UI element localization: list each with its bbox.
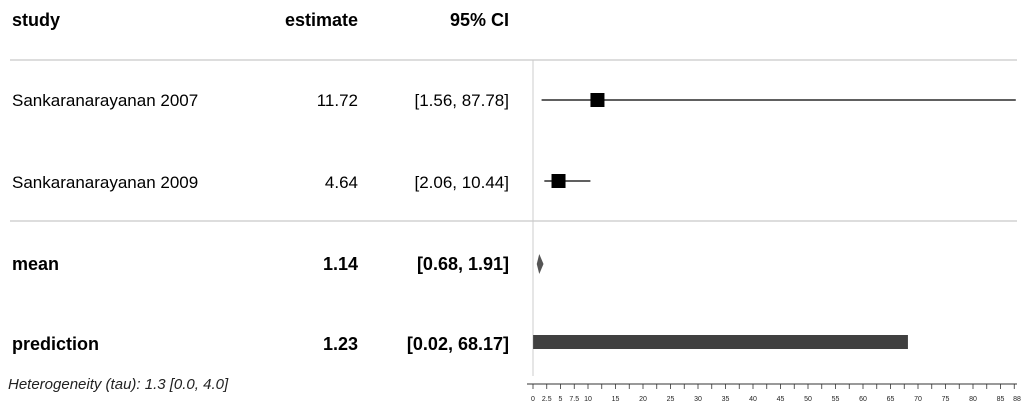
chart-marks [533, 93, 1016, 349]
x-tick-label: 85 [997, 396, 1005, 403]
prediction-label: prediction [12, 334, 99, 354]
study-estimate: 11.72 [317, 91, 358, 110]
header-study: study [12, 10, 60, 30]
study-estimate: 4.64 [325, 173, 358, 192]
mean-diamond [536, 254, 544, 274]
heterogeneity-note: Heterogeneity (tau): 1.3 [0.0, 4.0] [8, 376, 229, 393]
x-tick-label: 5 [559, 396, 563, 403]
x-tick-label: 20 [639, 396, 647, 403]
header-ci: 95% CI [450, 10, 509, 30]
study-label: Sankaranarayanan 2009 [12, 173, 198, 192]
x-tick-label: 2.5 [542, 396, 552, 403]
x-tick-label: 10 [584, 396, 592, 403]
study-ci: [2.06, 10.44] [414, 173, 509, 192]
prediction-estimate: 1.23 [323, 334, 358, 354]
x-tick-label: 15 [612, 396, 620, 403]
mean-estimate: 1.14 [323, 254, 358, 274]
study-ci: [1.56, 87.78] [414, 91, 509, 110]
x-tick-label: 80 [969, 396, 977, 403]
prediction-ci: [0.02, 68.17] [407, 334, 509, 354]
prediction-interval-bar [533, 335, 908, 349]
study-label: Sankaranarayanan 2007 [12, 91, 198, 110]
x-tick-label: 25 [667, 396, 675, 403]
x-tick-label: 7.5 [569, 396, 579, 403]
mean-label: mean [12, 254, 59, 274]
x-tick-label: 30 [694, 396, 702, 403]
x-tick-label: 45 [777, 396, 785, 403]
x-tick-label: 55 [832, 396, 840, 403]
x-tick-label: 60 [859, 396, 867, 403]
x-tick-label: 65 [887, 396, 895, 403]
x-tick-label: 75 [942, 396, 950, 403]
header-estimate: estimate [285, 10, 358, 30]
study-point-estimate [551, 174, 566, 188]
x-tick-label: 40 [749, 396, 757, 403]
x-tick-label: 35 [722, 396, 730, 403]
x-tick-label: 50 [804, 396, 812, 403]
study-point-estimate [590, 93, 605, 107]
x-tick-label: 88 [1013, 396, 1021, 403]
x-tick-label: 0 [531, 396, 535, 403]
x-tick-label: 70 [914, 396, 922, 403]
mean-ci: [0.68, 1.91] [417, 254, 509, 274]
x-axis: 0 2.5 5 7.5 10 15 20 25 30 35 40 45 50 55 60 65 70 75 80 85… [527, 383, 1021, 403]
